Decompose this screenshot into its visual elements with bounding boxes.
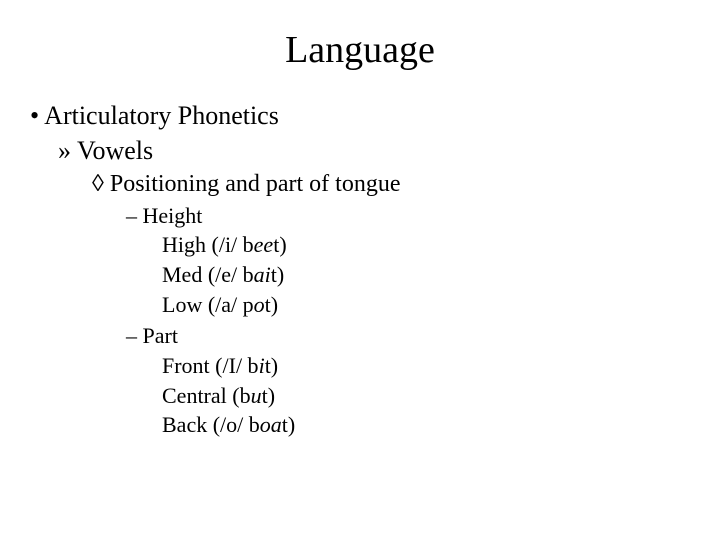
med-suffix: t) — [271, 262, 284, 287]
slide-container: Language Articulatory Phonetics Vowels P… — [0, 0, 720, 460]
med-prefix: Med (/e/ b — [162, 262, 254, 287]
level5-central: Central (but) — [162, 381, 690, 411]
back-italic: oa — [260, 412, 282, 437]
level5-med: Med (/e/ bait) — [162, 260, 690, 290]
high-suffix: t) — [273, 232, 286, 257]
page-title: Language — [30, 28, 690, 72]
front-suffix: t) — [265, 353, 278, 378]
low-italic: o — [254, 292, 265, 317]
part-label: Part — [143, 323, 178, 348]
level3-text: Positioning and part of tongue — [110, 171, 401, 197]
level4-height: Height — [126, 201, 690, 231]
high-prefix: High (/i/ b — [162, 232, 254, 257]
level1-item: Articulatory Phonetics — [30, 98, 690, 133]
back-prefix: Back (/o/ b — [162, 412, 260, 437]
level2-item: Vowels — [58, 133, 690, 168]
high-italic: ee — [254, 232, 274, 257]
level5-low: Low (/a/ pot) — [162, 290, 690, 320]
level5-high: High (/i/ beet) — [162, 230, 690, 260]
central-italic: u — [251, 383, 262, 408]
level3-item: Positioning and part of tongue — [92, 168, 690, 200]
level5-front: Front (/I/ bit) — [162, 351, 690, 381]
level2-text: Vowels — [77, 136, 153, 165]
low-prefix: Low (/a/ p — [162, 292, 254, 317]
level5-back: Back (/o/ boat) — [162, 410, 690, 440]
back-suffix: t) — [282, 412, 295, 437]
front-prefix: Front (/I/ b — [162, 353, 259, 378]
level1-text: Articulatory Phonetics — [44, 101, 279, 130]
low-suffix: t) — [265, 292, 278, 317]
central-prefix: Central (b — [162, 383, 251, 408]
med-italic: ai — [254, 262, 271, 287]
height-label: Height — [143, 203, 203, 228]
level4-part: Part — [126, 321, 690, 351]
central-suffix: t) — [262, 383, 275, 408]
